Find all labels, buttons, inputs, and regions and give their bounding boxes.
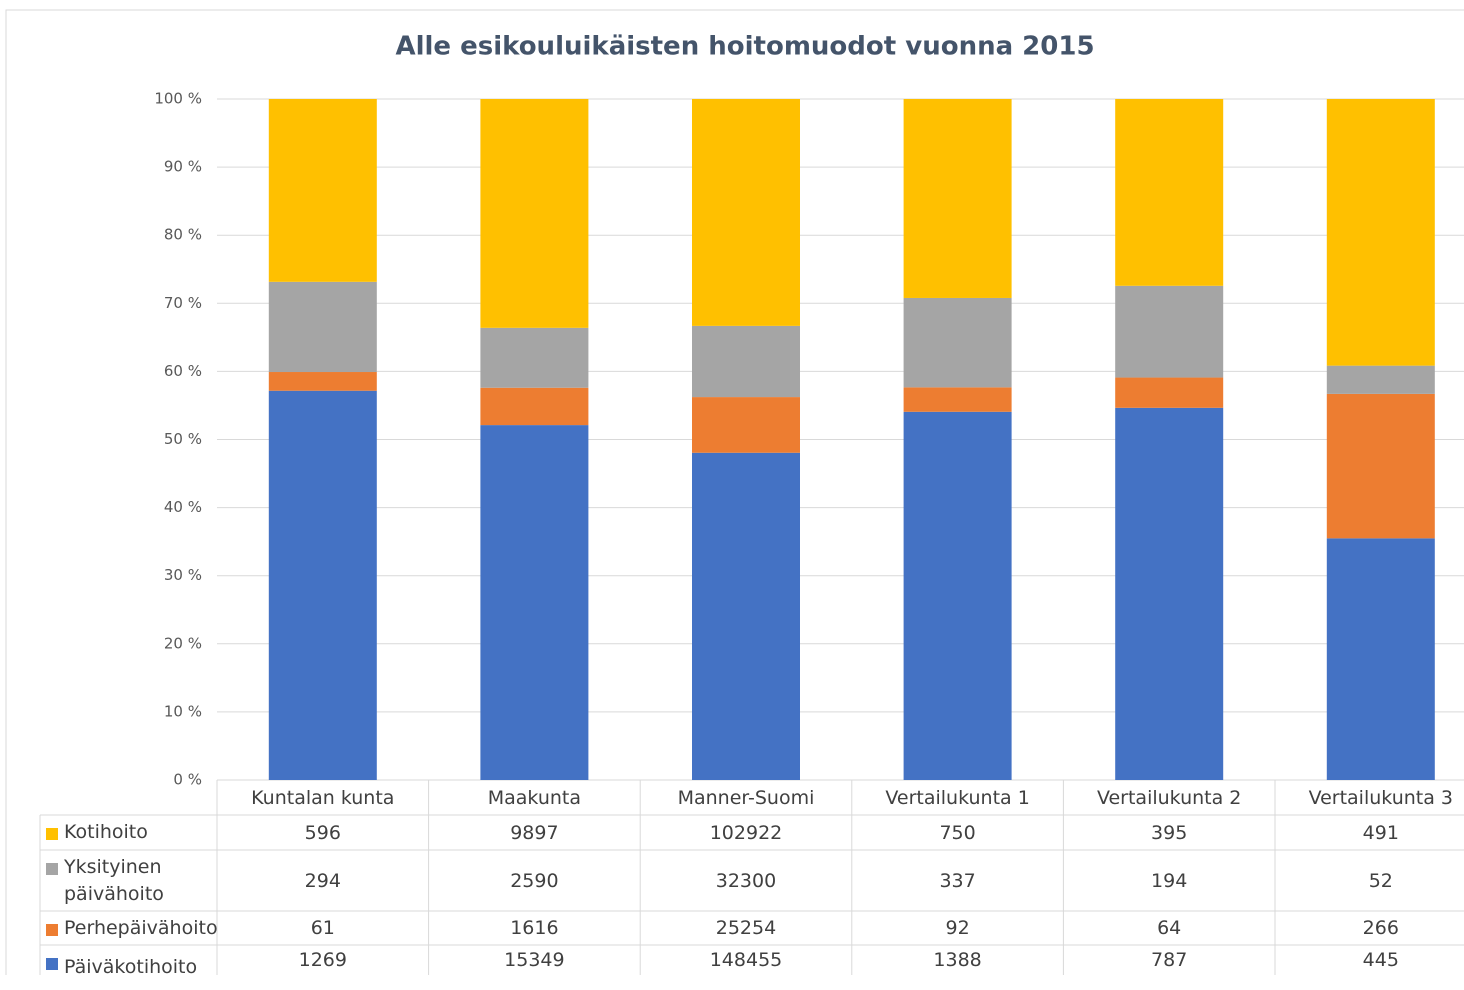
x-tick-label: Kuntalan kunta (251, 786, 395, 809)
x-tick-label: Manner-Suomi (677, 786, 815, 809)
bar-segment (480, 425, 589, 780)
table-value: 148455 (709, 949, 783, 971)
legend-swatch (46, 958, 58, 970)
x-tick-label: Vertailukunta 3 (1308, 786, 1454, 809)
bar-segment (692, 325, 800, 398)
y-tick-label: 60 % (164, 362, 202, 380)
table-value: 337 (939, 869, 976, 892)
chart-title: Alle esikouluikäisten hoitomuodot vuonna… (395, 32, 1094, 62)
bar-segment (1326, 538, 1435, 780)
legend-label: Kotihoito (64, 821, 148, 843)
table-value: 15349 (504, 949, 565, 971)
bar-segment (692, 99, 800, 326)
table-value: 491 (1362, 821, 1399, 844)
bar-segment (1326, 393, 1435, 539)
x-tick-label: Maakunta (487, 786, 582, 809)
table-value: 102922 (709, 821, 783, 844)
y-tick-label: 100 % (154, 90, 202, 108)
bar-segment (1326, 99, 1435, 366)
bar-segment (1326, 365, 1435, 394)
bar-segment (268, 390, 377, 780)
y-tick-label: 20 % (164, 634, 202, 652)
table-value: 1269 (298, 949, 347, 971)
bar-segment (268, 99, 377, 282)
legend-label: Yksityinen päivähoito (64, 855, 164, 905)
table-value: 2590 (510, 869, 559, 892)
bar-segment (1115, 407, 1224, 780)
table-value: 445 (1362, 949, 1399, 971)
chart-frame (5, 9, 1464, 975)
y-tick-label: 0 % (173, 771, 202, 789)
x-tick-label: Vertailukunta 1 (885, 786, 1030, 809)
table-value: 9897 (510, 821, 559, 844)
bar-segment (1115, 377, 1224, 408)
y-tick-label: 40 % (164, 498, 202, 516)
bar-segment (480, 327, 589, 388)
table-value: 32300 (715, 869, 777, 892)
y-tick-label: 30 % (164, 566, 202, 584)
table-value: 596 (304, 821, 341, 844)
table-value: 52 (1368, 869, 1393, 892)
table-value: 1388 (933, 949, 982, 971)
x-tick-label: Vertailukunta 2 (1096, 786, 1242, 809)
bar-segment (1115, 285, 1224, 378)
bar-segment (903, 411, 1012, 780)
legend-swatch (46, 863, 58, 875)
bar-segment (1115, 99, 1224, 286)
bar-segment (903, 297, 1012, 388)
table-value: 25254 (715, 917, 777, 939)
bar-segment (268, 281, 377, 373)
table-value: 64 (1157, 917, 1182, 939)
y-tick-label: 90 % (164, 158, 202, 176)
bar-segment (480, 99, 589, 328)
bar-segment (903, 99, 1012, 298)
table-value: 294 (304, 869, 341, 892)
table-value: 61 (310, 917, 335, 939)
table-value: 1616 (510, 917, 559, 939)
legend-swatch (46, 924, 58, 936)
bar-segment (692, 397, 800, 453)
table-value: 787 (1151, 949, 1188, 971)
legend-swatch (46, 828, 58, 840)
table-value: 750 (939, 821, 976, 844)
bar-segment (480, 387, 589, 426)
legend-label: Perhepäivähoito (64, 916, 218, 939)
bar-segment (903, 387, 1012, 412)
table-value: 266 (1362, 917, 1399, 939)
table-value: 395 (1151, 821, 1188, 844)
table-value: 92 (945, 917, 970, 939)
y-tick-label: 80 % (164, 226, 202, 244)
y-tick-label: 10 % (164, 702, 202, 720)
bar-segment (268, 372, 377, 391)
legend-label: Päiväkotihoito (64, 956, 198, 978)
table-value: 194 (1151, 869, 1188, 892)
y-tick-label: 50 % (164, 430, 202, 448)
y-tick-label: 70 % (164, 294, 202, 312)
bar-segment (692, 452, 800, 780)
